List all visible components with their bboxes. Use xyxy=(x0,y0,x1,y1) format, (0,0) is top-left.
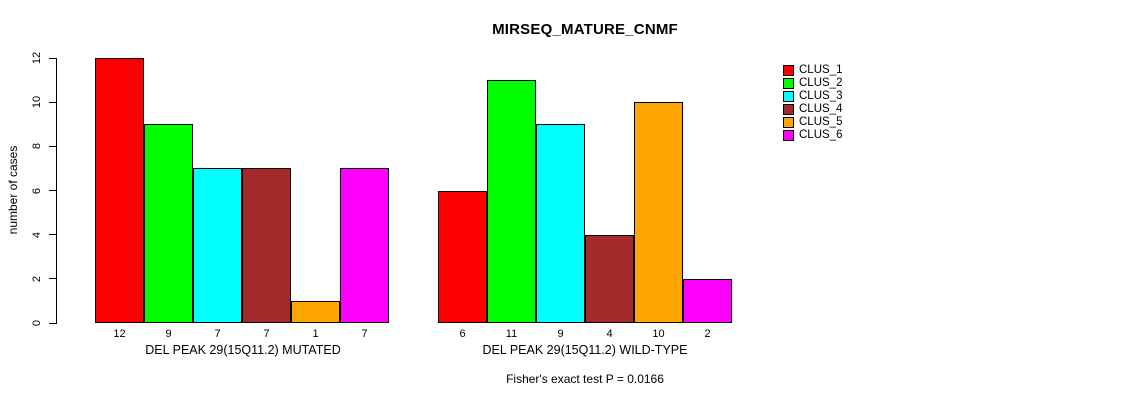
chart-title: MIRSEQ_MATURE_CNMF xyxy=(492,21,678,38)
y-axis-line xyxy=(56,58,57,324)
y-tick-mark-2 xyxy=(49,278,56,280)
y-tick-label-12: 12 xyxy=(31,51,43,65)
y-tick-mark-4 xyxy=(49,234,56,236)
y-tick-label-2: 2 xyxy=(31,275,43,282)
bar-value-clus_5-group1: 1 xyxy=(312,328,319,340)
bar-value-clus_6-group2: 2 xyxy=(704,328,711,340)
bar-value-clus_3-group1: 7 xyxy=(214,328,221,340)
legend-swatch-clus_4 xyxy=(783,104,794,115)
legend-label-clus_6: CLUS_6 xyxy=(799,129,843,141)
legend-label-clus_3: CLUS_3 xyxy=(799,90,843,102)
bar-clus_2-group1 xyxy=(144,124,193,323)
bar-value-clus_3-group2: 9 xyxy=(557,328,564,340)
fisher-test-annotation: Fisher's exact test P = 0.0166 xyxy=(506,372,664,386)
bar-clus_5-group2 xyxy=(634,102,683,323)
legend-swatch-clus_3 xyxy=(783,91,794,102)
bar-clus_3-group2 xyxy=(536,124,585,323)
group-label-wildtype: DEL PEAK 29(15Q11.2) WILD-TYPE xyxy=(482,343,688,357)
y-tick-label-4: 4 xyxy=(31,231,43,238)
bar-value-clus_4-group2: 4 xyxy=(606,328,613,340)
bar-clus_5-group1 xyxy=(291,300,340,323)
bar-value-clus_5-group2: 10 xyxy=(652,328,665,340)
bar-clus_6-group1 xyxy=(340,168,389,323)
legend-swatch-clus_6 xyxy=(783,130,794,141)
legend-label-clus_5: CLUS_5 xyxy=(799,116,843,128)
y-axis-label: number of cases xyxy=(6,145,20,235)
legend-swatch-clus_2 xyxy=(783,78,794,89)
y-tick-label-6: 6 xyxy=(31,187,43,194)
legend-label-clus_2: CLUS_2 xyxy=(799,77,843,89)
bar-value-clus_1-group2: 6 xyxy=(459,328,466,340)
legend-label-clus_4: CLUS_4 xyxy=(799,103,843,115)
bar-clus_1-group1 xyxy=(95,58,144,323)
bar-value-clus_6-group1: 7 xyxy=(361,328,368,340)
y-tick-mark-0 xyxy=(49,322,56,324)
legend-swatch-clus_5 xyxy=(783,117,794,128)
bar-value-clus_1-group1: 12 xyxy=(113,328,126,340)
bar-value-clus_4-group1: 7 xyxy=(263,328,270,340)
y-tick-mark-10 xyxy=(49,101,56,103)
bar-clus_3-group1 xyxy=(193,168,242,323)
bar-clus_4-group1 xyxy=(242,168,291,323)
y-tick-mark-12 xyxy=(49,57,56,59)
legend-swatch-clus_1 xyxy=(783,65,794,76)
y-tick-label-8: 8 xyxy=(31,143,43,150)
group-label-mutated: DEL PEAK 29(15Q11.2) MUTATED xyxy=(145,343,341,357)
legend-label-clus_1: CLUS_1 xyxy=(799,64,843,76)
bar-clus_4-group2 xyxy=(585,234,634,323)
y-tick-mark-6 xyxy=(49,190,56,191)
bar-clus_1-group2 xyxy=(438,190,487,323)
y-tick-label-0: 0 xyxy=(31,319,43,327)
bar-clus_6-group2 xyxy=(683,278,732,323)
y-tick-label-10: 10 xyxy=(31,96,43,109)
bar-clus_2-group2 xyxy=(487,80,536,323)
bar-value-clus_2-group1: 9 xyxy=(165,328,172,340)
y-tick-mark-8 xyxy=(49,145,56,147)
bar-value-clus_2-group2: 11 xyxy=(505,328,518,340)
